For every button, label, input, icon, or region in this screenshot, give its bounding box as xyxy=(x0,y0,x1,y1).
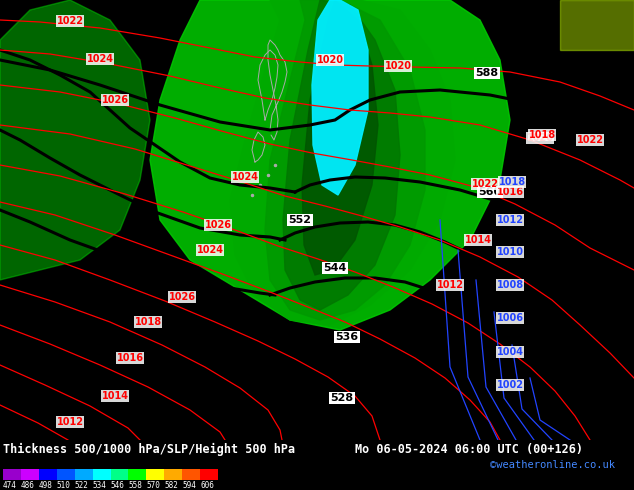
Text: 588: 588 xyxy=(476,68,498,78)
Text: 536: 536 xyxy=(335,332,359,342)
Text: 1024: 1024 xyxy=(197,245,224,255)
Text: 1002: 1002 xyxy=(496,380,524,390)
Polygon shape xyxy=(0,0,150,280)
Text: 534: 534 xyxy=(93,481,107,490)
Text: 1026: 1026 xyxy=(205,220,231,230)
Text: 606: 606 xyxy=(200,481,214,490)
Text: 1010: 1010 xyxy=(496,247,524,257)
Text: 1016: 1016 xyxy=(117,353,143,363)
Polygon shape xyxy=(150,0,510,330)
Bar xyxy=(129,469,146,480)
Bar xyxy=(57,469,75,480)
Text: Mo 06-05-2024 06:00 UTC (00+126): Mo 06-05-2024 06:00 UTC (00+126) xyxy=(355,443,583,456)
Text: Thickness 500/1000 hPa/SLP/Height 500 hPa: Thickness 500/1000 hPa/SLP/Height 500 hP… xyxy=(3,443,295,456)
Bar xyxy=(3,469,21,480)
Text: 594: 594 xyxy=(182,481,196,490)
Text: 1026: 1026 xyxy=(101,95,129,105)
Text: 1020: 1020 xyxy=(316,55,344,65)
Text: 1004: 1004 xyxy=(496,347,524,357)
Text: 1022: 1022 xyxy=(576,135,604,145)
Text: 1008: 1008 xyxy=(496,280,524,290)
Text: 486: 486 xyxy=(21,481,35,490)
Polygon shape xyxy=(302,0,378,275)
Text: 552: 552 xyxy=(288,215,311,225)
Text: 1020: 1020 xyxy=(526,133,553,143)
Text: 498: 498 xyxy=(39,481,53,490)
Bar xyxy=(146,469,164,480)
Text: 582: 582 xyxy=(164,481,178,490)
Bar xyxy=(182,469,200,480)
Text: 1026: 1026 xyxy=(169,292,195,302)
Text: 544: 544 xyxy=(323,263,347,273)
Bar xyxy=(93,469,110,480)
Text: 560: 560 xyxy=(479,187,501,197)
Text: 1022: 1022 xyxy=(56,16,84,26)
Bar xyxy=(39,469,57,480)
Bar xyxy=(164,469,182,480)
Polygon shape xyxy=(312,0,368,195)
Polygon shape xyxy=(230,0,455,325)
Text: 546: 546 xyxy=(110,481,124,490)
Text: 1012: 1012 xyxy=(436,280,463,290)
Text: 1022: 1022 xyxy=(472,179,498,189)
Text: 1012: 1012 xyxy=(56,417,84,427)
Text: 1024: 1024 xyxy=(86,54,113,64)
Text: 522: 522 xyxy=(75,481,89,490)
Text: 570: 570 xyxy=(146,481,160,490)
Text: 510: 510 xyxy=(57,481,70,490)
Text: 558: 558 xyxy=(129,481,142,490)
Text: 1018: 1018 xyxy=(528,130,555,140)
Text: 1016: 1016 xyxy=(496,187,524,197)
Text: 1014: 1014 xyxy=(465,235,491,245)
Polygon shape xyxy=(283,0,400,310)
Bar xyxy=(75,469,93,480)
Polygon shape xyxy=(265,0,425,320)
Bar xyxy=(21,469,39,480)
Polygon shape xyxy=(560,0,634,50)
Text: 1006: 1006 xyxy=(496,313,524,323)
Text: 474: 474 xyxy=(3,481,17,490)
Bar xyxy=(110,469,129,480)
Text: 528: 528 xyxy=(330,393,354,403)
Text: 1020: 1020 xyxy=(384,61,411,71)
Text: 1018: 1018 xyxy=(498,177,526,187)
Text: ©weatheronline.co.uk: ©weatheronline.co.uk xyxy=(490,460,615,470)
Text: 1012: 1012 xyxy=(496,215,524,225)
Bar xyxy=(200,469,218,480)
Text: 1024: 1024 xyxy=(231,172,259,182)
Text: 1018: 1018 xyxy=(134,317,162,327)
Text: 1014: 1014 xyxy=(101,391,129,401)
